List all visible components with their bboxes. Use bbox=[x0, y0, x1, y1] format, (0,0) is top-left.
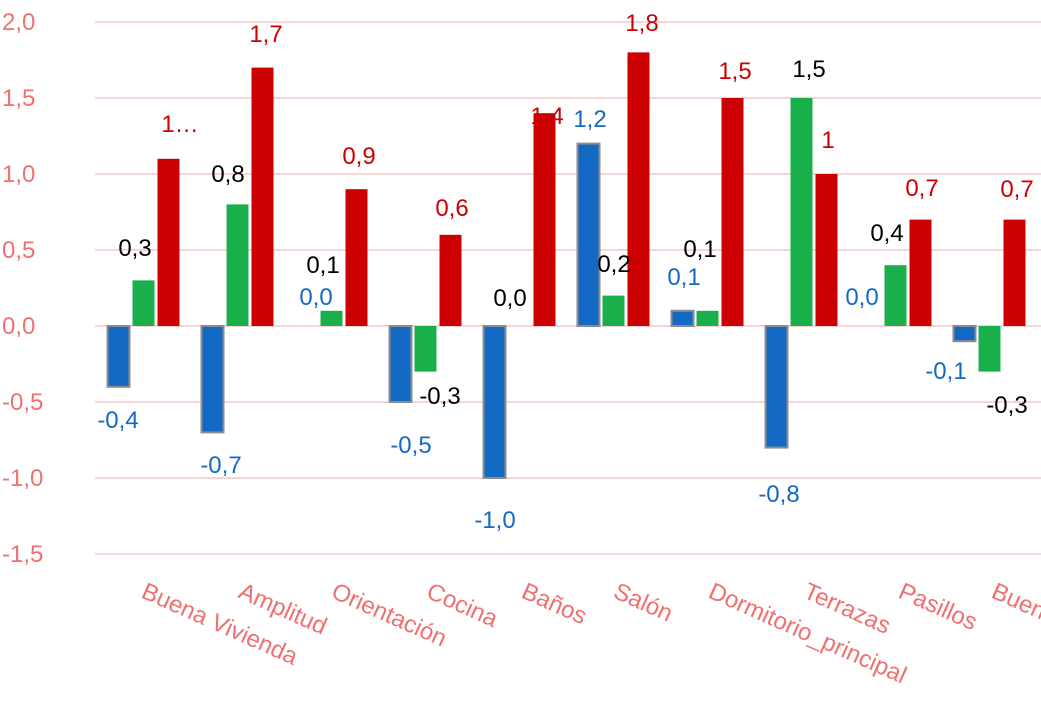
y-tick-label: 2,0 bbox=[2, 9, 35, 36]
y-tick-label: 0,5 bbox=[2, 237, 35, 264]
data-label-green: 0,3 bbox=[118, 235, 151, 262]
data-label-green: 0,1 bbox=[683, 236, 716, 263]
data-label-red: 0,9 bbox=[342, 143, 375, 170]
data-label-red: 1,5 bbox=[718, 58, 751, 85]
data-label-blue: -0,8 bbox=[758, 481, 799, 508]
bars bbox=[106, 52, 1026, 479]
data-label-red: 0,7 bbox=[1000, 176, 1033, 203]
bar-blue bbox=[388, 325, 413, 403]
data-label-red: 1… bbox=[161, 111, 198, 138]
bar-red bbox=[345, 189, 368, 326]
x-tick-label: Buen bbox=[988, 578, 1041, 625]
data-label-blue: 0,1 bbox=[667, 264, 700, 291]
bar-blue bbox=[200, 325, 225, 434]
bar-blue bbox=[106, 325, 131, 388]
x-tick-label: Pasillos bbox=[895, 578, 982, 636]
data-label-green: 0,1 bbox=[306, 252, 339, 279]
bar-green bbox=[226, 204, 249, 326]
bar-red bbox=[533, 113, 556, 326]
data-label-green: -0,3 bbox=[419, 383, 460, 410]
y-tick-label: 0,0 bbox=[2, 313, 35, 340]
data-labels: -0,4 -0,7 0,0 -0,5 1,2 0,1 -0,8 0,0 -0,1 0,3 0,8 0,… bbox=[97, 10, 1033, 534]
bar-red bbox=[439, 234, 462, 326]
y-axis-ticks: 2,0 1,5 1,0 0,5 0,0 -0,5 -1,0 -1,5 bbox=[2, 9, 43, 568]
y-tick-label: -1,5 bbox=[2, 541, 43, 568]
data-label-blue: 0,0 bbox=[845, 284, 878, 311]
data-label-green: 1,5 bbox=[792, 56, 825, 83]
bar-blue bbox=[482, 325, 507, 479]
data-label-blue: 1,2 bbox=[573, 106, 606, 133]
y-tick-label: -0,5 bbox=[2, 389, 43, 416]
bar-red bbox=[627, 52, 650, 327]
bar-red bbox=[251, 67, 274, 326]
data-label-green: 0,8 bbox=[211, 161, 244, 188]
bar-red bbox=[1003, 219, 1026, 326]
data-label-blue: -0,7 bbox=[200, 452, 241, 479]
data-label-blue: -0,5 bbox=[390, 432, 431, 459]
bar-blue bbox=[764, 325, 789, 449]
bar-red bbox=[721, 98, 744, 326]
y-tick-label: -1,0 bbox=[2, 465, 43, 492]
bar-blue bbox=[952, 325, 977, 343]
bar-green bbox=[132, 280, 155, 326]
bar-green bbox=[414, 326, 437, 372]
data-label-red: 0,6 bbox=[435, 195, 468, 222]
bar-blue bbox=[576, 142, 601, 327]
y-tick-label: 1,0 bbox=[2, 161, 35, 188]
data-label-blue: 0,0 bbox=[299, 284, 332, 311]
bar-green bbox=[884, 265, 907, 326]
bar-green bbox=[696, 310, 719, 326]
data-label-blue: -0,1 bbox=[925, 358, 966, 385]
data-label-blue: -0,4 bbox=[97, 407, 138, 434]
bar-red bbox=[815, 174, 838, 326]
bar-green bbox=[790, 98, 813, 326]
bar-green bbox=[320, 310, 343, 326]
data-label-red: 1,7 bbox=[249, 21, 282, 48]
bar-red bbox=[157, 158, 180, 326]
data-label-red: 1,4 bbox=[530, 103, 563, 130]
x-tick-label: Baños bbox=[518, 578, 591, 630]
data-label-extra: 0,0 bbox=[493, 285, 526, 312]
bar-red bbox=[909, 219, 932, 326]
bar-green bbox=[602, 295, 625, 326]
bar-blue bbox=[670, 309, 695, 327]
data-label-green: 0,4 bbox=[870, 220, 903, 247]
data-label-red: 1,8 bbox=[625, 10, 658, 37]
x-tick-label: Salón bbox=[610, 578, 677, 628]
y-tick-label: 1,5 bbox=[2, 85, 35, 112]
data-label-red: 0,7 bbox=[905, 175, 938, 202]
bar-green bbox=[978, 326, 1001, 372]
data-label-green: -0,3 bbox=[986, 392, 1027, 419]
data-label-red: 1 bbox=[821, 127, 834, 154]
data-label-green: 0,2 bbox=[597, 251, 630, 278]
data-label-extra: -1,0 bbox=[474, 507, 515, 534]
